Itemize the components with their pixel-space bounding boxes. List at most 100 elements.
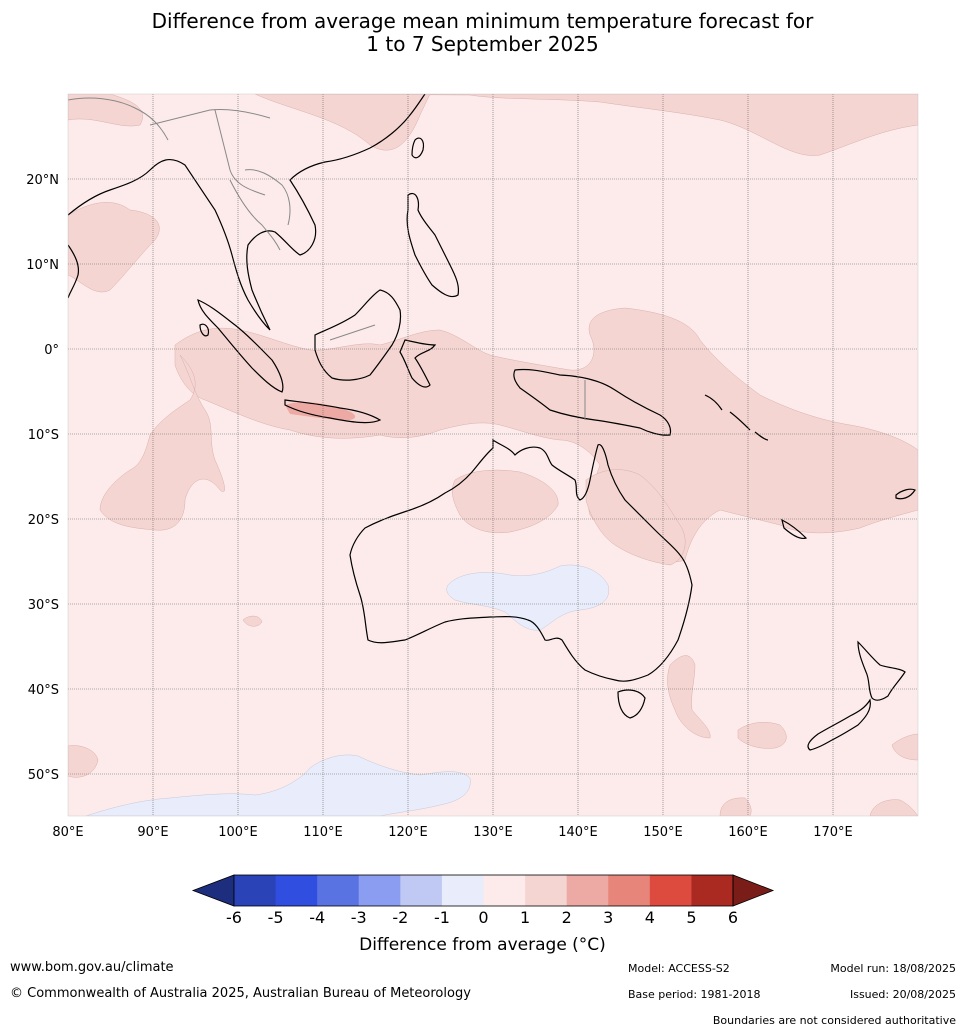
latitude-label: 10°S <box>28 428 59 443</box>
anomaly-region-maritime-continent <box>174 307 918 563</box>
colorbar-segment <box>691 875 734 906</box>
website-link[interactable]: www.bom.gov.au/climate <box>10 960 174 975</box>
colorbar-tick-label: 6 <box>728 908 738 927</box>
anomaly-region-north-pacific <box>254 94 918 156</box>
anomaly-region-northwest-coast <box>68 94 143 127</box>
colorbar-segment <box>317 875 360 906</box>
colorbar-tick-label: 2 <box>562 908 572 927</box>
anomaly-region-coral-sea <box>585 469 686 566</box>
colorbar: -6 -5 -4 -3 -2 -1 0 1 2 3 4 5 6 <box>191 874 775 927</box>
tasmania-coastline <box>617 689 646 719</box>
taiwan-coastline <box>411 137 425 159</box>
latitude-label: 20°S <box>28 513 59 528</box>
border-mainland-se-asia <box>229 169 291 251</box>
colorbar-segment <box>483 875 526 906</box>
java-coastline <box>284 399 382 424</box>
colorbar-frame <box>233 874 734 907</box>
colorbar-segment <box>566 875 609 906</box>
colorbar-segment <box>608 875 651 906</box>
colorbar-tick-label: 1 <box>520 908 530 927</box>
colorbar-tick-label: -1 <box>434 908 450 927</box>
colorbar-segment <box>649 875 692 906</box>
latitude-label: 30°S <box>28 598 59 613</box>
latitude-label: 10°N <box>26 258 59 273</box>
new-zealand-south-coastline <box>807 698 871 751</box>
anomaly-region-southern-ocean <box>719 797 918 816</box>
longitude-label: 120°E <box>388 825 428 840</box>
colorbar-title: Difference from average (°C) <box>359 935 606 955</box>
new-zealand-north-coastline <box>857 640 906 701</box>
colorbar-tick-label: -6 <box>226 908 242 927</box>
colorbar-tick-label: 5 <box>686 908 696 927</box>
latitude-labels: 20°N 10°N 0° 10°S 20°S 30°S 40°S 50°S <box>26 173 59 783</box>
australia-coastline <box>349 438 693 682</box>
anomaly-region-south-west <box>68 745 99 778</box>
base-period: Base period: 1981-2018 <box>628 988 761 1001</box>
colorbar-tick-label: 3 <box>603 908 613 927</box>
model-run-date: Model run: 18/08/2025 <box>830 962 956 975</box>
latitude-label: 40°S <box>28 683 59 698</box>
longitude-label: 80°E <box>52 825 83 840</box>
title-line-2: 1 to 7 September 2025 <box>366 32 599 56</box>
colorbar-segment <box>441 875 484 906</box>
colorbar-segment <box>400 875 443 906</box>
anomaly-region-southeast-pacific <box>737 722 787 749</box>
colorbar-tick-label: 4 <box>645 908 655 927</box>
anomaly-region-bay-of-bengal <box>68 202 160 293</box>
map-title: Difference from average mean minimum tem… <box>0 10 965 56</box>
border-himalaya <box>68 97 169 141</box>
colorbar-segment <box>525 875 568 906</box>
sumatra-coastline <box>197 299 284 393</box>
sulawesi-coastline <box>399 339 437 388</box>
sri-lanka-coastline <box>199 323 210 337</box>
latitude-label: 20°N <box>26 173 59 188</box>
longitude-label: 90°E <box>137 825 168 840</box>
new-guinea-coastline <box>513 368 672 436</box>
asia-mainland-coastline <box>68 94 426 331</box>
border-china-south <box>149 109 271 196</box>
anomaly-region-south-east <box>891 733 918 761</box>
longitude-label: 170°E <box>813 825 853 840</box>
colorbar-max-arrow <box>732 874 775 907</box>
colorbar-tick-label: -2 <box>392 908 408 927</box>
anomaly-region-southern-indian-ocean <box>85 754 471 816</box>
philippines-coastline <box>406 192 460 298</box>
anomaly-region-tasman-sea <box>667 655 711 739</box>
colorbar-tick-label: -4 <box>309 908 325 927</box>
colorbar-segment <box>358 875 401 906</box>
anomaly-region-indian-ocean <box>99 354 225 531</box>
coastlines <box>68 94 916 751</box>
colorbar-tick-label: -5 <box>268 908 284 927</box>
anomaly-field <box>68 94 918 816</box>
longitude-label: 160°E <box>728 825 768 840</box>
fiji-coastline <box>895 488 916 500</box>
anomaly-region-java <box>285 402 356 420</box>
latitude-label: 50°S <box>28 768 59 783</box>
colorbar-segment <box>275 875 318 906</box>
border-borneo <box>329 324 376 341</box>
longitude-label: 100°E <box>218 825 258 840</box>
colorbar-segment <box>234 875 277 906</box>
map-frame <box>67 93 919 817</box>
anomaly-region-small-indian <box>242 615 263 627</box>
political-borders <box>68 97 586 420</box>
longitude-label: 140°E <box>558 825 598 840</box>
title-line-1: Difference from average mean minimum tem… <box>151 9 814 33</box>
graticule <box>68 94 918 816</box>
issued-date: Issued: 20/08/2025 <box>849 988 956 1001</box>
longitude-label: 130°E <box>473 825 513 840</box>
colorbar-tick-label: -3 <box>351 908 367 927</box>
longitude-label: 110°E <box>303 825 343 840</box>
longitude-label: 150°E <box>643 825 683 840</box>
solomon-islands-coastline <box>704 394 769 441</box>
colorbar-min-arrow <box>191 874 235 907</box>
colorbar-tick-label: 0 <box>478 908 488 927</box>
latitude-label: 0° <box>44 343 59 358</box>
india-coastline <box>68 244 80 299</box>
new-caledonia-coastline <box>781 518 808 540</box>
borneo-coastline <box>314 289 402 381</box>
longitude-labels: 80°E 90°E 100°E 110°E 120°E 130°E 140°E 150°E 16… <box>52 825 852 840</box>
anomaly-region-timor-sea <box>452 469 559 533</box>
boundaries-disclaimer: Boundaries are not considered authoritat… <box>712 1014 956 1027</box>
